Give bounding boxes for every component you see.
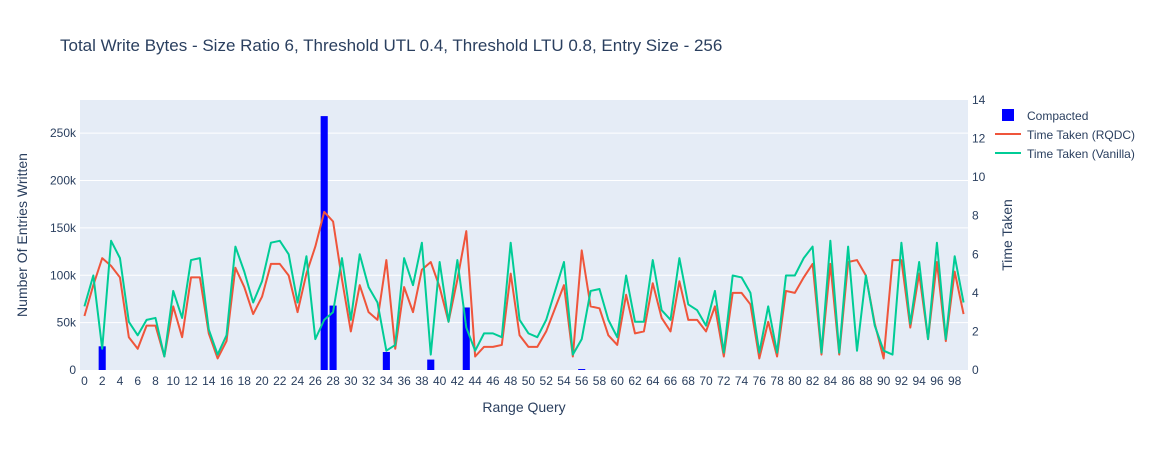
legend-swatch-compacted — [1002, 109, 1014, 121]
y-tick-label: 100k — [50, 268, 77, 282]
x-tick-label: 88 — [859, 374, 873, 388]
x-tick-label: 86 — [841, 374, 855, 388]
time-series-lines — [83, 210, 965, 360]
x-tick-label: 72 — [717, 374, 731, 388]
x-tick-label: 92 — [895, 374, 909, 388]
x-axis-title: Range Query — [482, 399, 565, 415]
x-tick-label: 78 — [770, 374, 784, 388]
x-tick-label: 60 — [611, 374, 625, 388]
x-tick-label: 98 — [948, 374, 962, 388]
bar-compacted — [98, 346, 106, 370]
x-tick-label: 68 — [682, 374, 696, 388]
x-tick-label: 32 — [362, 374, 376, 388]
x-tick-label: 56 — [575, 374, 589, 388]
x-tick-label: 70 — [699, 374, 713, 388]
legend-label-compacted: Compacted — [1027, 109, 1088, 123]
plot-background — [80, 100, 968, 370]
x-tick-label: 40 — [433, 374, 447, 388]
x-tick-label: 30 — [344, 374, 358, 388]
y-axis-ticks: 0 50k 100k 150k 200k 250k — [50, 126, 77, 377]
y-tick-label: 200k — [50, 174, 77, 188]
x-tick-label: 90 — [877, 374, 891, 388]
grid — [80, 132, 968, 324]
y2-tick-label: 0 — [972, 363, 979, 377]
x-tick-label: 62 — [628, 374, 642, 388]
x-tick-label: 2 — [99, 374, 106, 388]
x-tick-label: 54 — [557, 374, 571, 388]
x-tick-label: 50 — [522, 374, 536, 388]
bar-compacted — [427, 359, 435, 370]
series-line-vanilla — [83, 239, 965, 358]
x-tick-label: 24 — [291, 374, 305, 388]
legend-label-series: Time Taken (RQDC) — [1027, 128, 1135, 142]
y-tick-label: 50k — [57, 316, 77, 330]
x-tick-label: 94 — [912, 374, 926, 388]
x-tick-label: 6 — [134, 374, 141, 388]
x-tick-label: 20 — [255, 374, 269, 388]
x-tick-label: 96 — [930, 374, 944, 388]
y-tick-label: 250k — [50, 126, 77, 140]
x-tick-label: 42 — [451, 374, 465, 388]
x-tick-label: 74 — [735, 374, 749, 388]
x-tick-label: 64 — [646, 374, 660, 388]
x-tick-label: 12 — [184, 374, 198, 388]
y2-tick-label: 8 — [972, 209, 979, 223]
y2-axis-ticks: 0 2 4 6 8 10 12 14 — [972, 93, 986, 377]
bar-compacted — [320, 116, 328, 371]
legend-label-series: Time Taken (Vanilla) — [1027, 147, 1135, 161]
y-tick-label: 150k — [50, 221, 77, 235]
y2-tick-label: 6 — [972, 247, 979, 261]
x-tick-label: 84 — [824, 374, 838, 388]
x-tick-label: 16 — [220, 374, 234, 388]
x-tick-label: 66 — [664, 374, 678, 388]
x-tick-label: 76 — [753, 374, 767, 388]
y2-tick-label: 10 — [972, 170, 986, 184]
y2-tick-label: 14 — [972, 93, 986, 107]
x-tick-label: 8 — [152, 374, 159, 388]
x-tick-label: 28 — [326, 374, 340, 388]
bar-compacted — [329, 305, 337, 370]
x-tick-label: 10 — [167, 374, 181, 388]
x-tick-label: 58 — [593, 374, 607, 388]
x-tick-label: 22 — [273, 374, 287, 388]
y-axis-title: Number Of Entries Written — [14, 153, 30, 317]
x-tick-label: 34 — [380, 374, 394, 388]
bar-compacted — [382, 352, 390, 370]
x-tick-label: 36 — [397, 374, 411, 388]
legend: Compacted Time Taken (RQDC) Time Taken (Va… — [995, 109, 1135, 161]
x-tick-label: 4 — [117, 374, 124, 388]
x-tick-label: 82 — [806, 374, 820, 388]
x-tick-label: 48 — [504, 374, 518, 388]
y2-tick-label: 4 — [972, 286, 979, 300]
x-tick-label: 44 — [468, 374, 482, 388]
x-tick-label: 38 — [415, 374, 429, 388]
y-tick-label: 0 — [69, 363, 76, 377]
x-tick-label: 0 — [81, 374, 88, 388]
compacted-bars — [98, 116, 586, 371]
bar-compacted — [462, 307, 470, 370]
x-tick-label: 26 — [309, 374, 323, 388]
x-axis-ticks: 0 2 4 6 8 10 12 14 16 18 20 22 24 26 28 30 32 34 36 38 40 42 4… — [81, 374, 962, 388]
x-tick-label: 80 — [788, 374, 802, 388]
chart-title: Total Write Bytes - Size Ratio 6, Thresh… — [60, 36, 722, 55]
x-tick-label: 46 — [486, 374, 500, 388]
bar-compacted — [578, 369, 586, 370]
x-tick-label: 18 — [238, 374, 252, 388]
y2-tick-label: 12 — [972, 132, 986, 146]
y2-axis-title: Time Taken — [999, 199, 1015, 271]
y2-tick-label: 2 — [972, 324, 979, 338]
x-tick-label: 14 — [202, 374, 216, 388]
x-tick-label: 52 — [540, 374, 554, 388]
